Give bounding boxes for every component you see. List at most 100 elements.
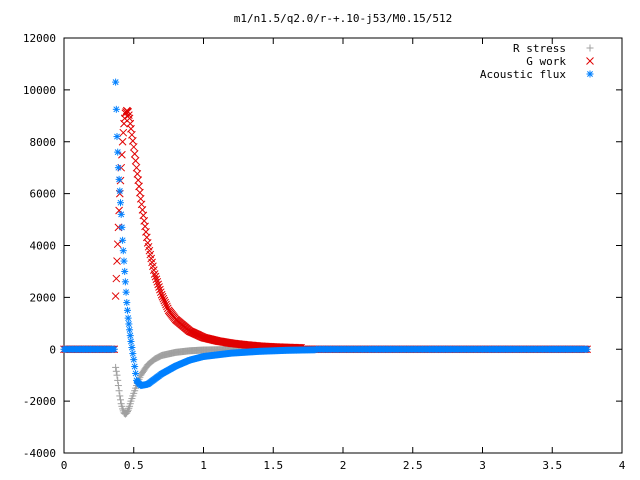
data-point bbox=[131, 363, 139, 371]
data-point bbox=[118, 223, 126, 231]
data-point bbox=[114, 376, 122, 384]
legend-marker bbox=[586, 44, 594, 52]
x-tick-label: 1.5 bbox=[263, 459, 283, 472]
data-point bbox=[154, 280, 163, 289]
data-point bbox=[135, 182, 143, 191]
x-tick-label: 0.5 bbox=[124, 459, 144, 472]
y-tick-label: 0 bbox=[49, 343, 56, 356]
data-point bbox=[119, 236, 127, 244]
data-point bbox=[163, 302, 171, 311]
legend-marker bbox=[586, 70, 594, 78]
x-tick-label: 0 bbox=[61, 459, 68, 472]
series-2 bbox=[60, 78, 591, 390]
data-point bbox=[114, 164, 122, 172]
data-point bbox=[111, 292, 120, 300]
data-point bbox=[123, 408, 131, 415]
y-tick-label: -4000 bbox=[23, 447, 56, 460]
data-point bbox=[116, 199, 124, 207]
data-point bbox=[127, 337, 135, 345]
data-point bbox=[153, 277, 162, 286]
data-point bbox=[113, 257, 121, 265]
data-point bbox=[129, 143, 138, 151]
data-point bbox=[124, 314, 132, 322]
axes: 0 0.5 1 1.5 2 2.5 3 3.5 4 -4000 -2000 0 2000 4000 6000… bbox=[23, 32, 626, 472]
data-point bbox=[130, 150, 139, 158]
data-point bbox=[126, 332, 134, 340]
data-point bbox=[121, 278, 129, 286]
data-point bbox=[113, 240, 122, 249]
data-point bbox=[162, 300, 170, 309]
data-point bbox=[116, 187, 124, 195]
data-point bbox=[160, 296, 169, 305]
data-point bbox=[126, 326, 134, 334]
y-tick-label: 2000 bbox=[30, 291, 57, 304]
data-point bbox=[112, 274, 121, 283]
y-tick-label: 6000 bbox=[30, 188, 57, 201]
data-point bbox=[131, 156, 140, 165]
data-point bbox=[117, 210, 125, 218]
data-point bbox=[120, 257, 128, 265]
x-tick-label: 2 bbox=[340, 459, 347, 472]
data-point bbox=[125, 320, 133, 328]
data-point bbox=[151, 272, 160, 281]
y-tick-label: 12000 bbox=[23, 32, 56, 45]
data-point bbox=[116, 396, 124, 404]
y-tick-label: -2000 bbox=[23, 395, 56, 408]
data-point bbox=[116, 392, 124, 400]
data-point bbox=[136, 188, 144, 197]
legend-label: R stress bbox=[513, 42, 566, 55]
data-point bbox=[115, 387, 123, 395]
data-point bbox=[122, 288, 130, 296]
data-point bbox=[129, 350, 137, 358]
data-point bbox=[113, 133, 121, 141]
data-point bbox=[119, 128, 128, 137]
legend-label: G work bbox=[526, 55, 566, 68]
data-point bbox=[115, 175, 123, 183]
chart-title: m1/n1.5/q2.0/r-+.10-j53/M0.15/512 bbox=[234, 12, 453, 25]
data-point bbox=[157, 290, 166, 299]
data-point bbox=[118, 137, 127, 146]
data-point bbox=[311, 346, 319, 354]
data-point bbox=[125, 111, 133, 120]
data-point bbox=[583, 345, 591, 353]
data-point bbox=[132, 369, 140, 377]
legend-label: Acoustic flux bbox=[480, 68, 566, 81]
data-point bbox=[112, 363, 120, 371]
data-point bbox=[159, 294, 168, 303]
data-point bbox=[161, 298, 169, 307]
data-point bbox=[114, 382, 122, 390]
data-point bbox=[112, 367, 120, 375]
legend-marker bbox=[586, 57, 594, 65]
data-point bbox=[124, 108, 133, 116]
data-point bbox=[123, 299, 131, 307]
data-point bbox=[156, 288, 165, 297]
x-tick-label: 2.5 bbox=[403, 459, 423, 472]
data-point bbox=[152, 275, 161, 284]
data-point bbox=[112, 105, 120, 113]
data-point bbox=[113, 371, 121, 379]
data-point bbox=[134, 176, 143, 184]
data-point bbox=[133, 170, 142, 178]
data-point bbox=[112, 78, 120, 86]
data-point bbox=[119, 247, 127, 255]
data-point bbox=[121, 267, 129, 275]
x-tick-label: 4 bbox=[619, 459, 626, 472]
data-point bbox=[150, 270, 159, 278]
x-tick-label: 3.5 bbox=[542, 459, 562, 472]
data-point bbox=[155, 283, 163, 291]
data-point bbox=[158, 292, 167, 301]
y-tick-label: 8000 bbox=[30, 136, 57, 149]
data-marks bbox=[60, 78, 591, 418]
x-tick-label: 3 bbox=[479, 459, 486, 472]
x-tick-label: 1 bbox=[200, 459, 207, 472]
data-point bbox=[128, 344, 136, 352]
y-tick-label: 10000 bbox=[23, 84, 56, 97]
data-point bbox=[123, 306, 131, 314]
data-point bbox=[114, 148, 122, 156]
y-tick-label: 4000 bbox=[30, 240, 57, 253]
data-point bbox=[156, 285, 164, 294]
data-point bbox=[132, 163, 141, 172]
data-point bbox=[110, 345, 118, 353]
